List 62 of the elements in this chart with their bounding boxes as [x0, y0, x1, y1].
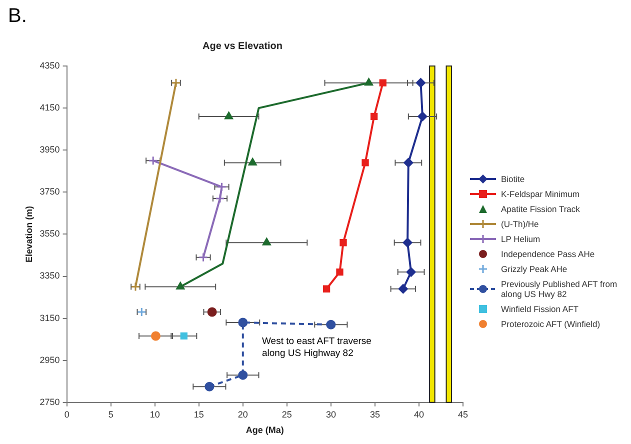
y-tick-label: 2750: [40, 396, 60, 407]
point: [404, 158, 414, 168]
y-axis-title: Elevation (m): [24, 206, 34, 262]
text: B.: [8, 4, 27, 29]
legend-label: LP Helium: [501, 234, 540, 244]
point: [248, 158, 257, 166]
legend-label: (U-Th)/He: [501, 219, 539, 229]
point: [326, 320, 336, 330]
point: [176, 282, 185, 290]
point: [418, 112, 428, 122]
legend-label: Winfield Fission AFT: [501, 304, 578, 314]
point: [379, 79, 386, 86]
y-tick-label: 2950: [40, 354, 60, 365]
y-tick-label: 3150: [40, 312, 60, 323]
point: [406, 267, 416, 277]
point: [370, 112, 378, 120]
legend-label: Grizzly Peak AHe: [501, 264, 568, 274]
point: [340, 239, 347, 246]
point: [217, 182, 227, 192]
x-tick-label: 20: [238, 409, 248, 420]
point: [402, 238, 412, 248]
chart-title: Age vs Elevation: [202, 40, 283, 52]
x-tick-label: 30: [326, 409, 336, 420]
y-tick-label: 3350: [40, 270, 60, 281]
point: [238, 318, 248, 328]
legend-label: Apatite Fission Track: [501, 204, 580, 214]
point: [336, 268, 344, 276]
y-tick-label: 3550: [40, 228, 60, 239]
point: [224, 112, 234, 120]
point: [150, 331, 160, 341]
x-tick-label: 45: [458, 409, 468, 420]
legend-label: Previously Published AFT from along US Hwy 82: [501, 279, 618, 299]
y-tick-label: 3750: [40, 186, 60, 197]
point: [180, 332, 188, 340]
x-tick-label: 5: [108, 409, 114, 420]
y-tick-label: 4150: [40, 102, 60, 113]
point: [207, 307, 217, 317]
point: [398, 284, 408, 294]
x-tick-label: 10: [150, 409, 160, 420]
x-axis-title: Age (Ma): [246, 425, 284, 436]
point: [262, 238, 271, 246]
point: [322, 285, 330, 292]
point: [148, 156, 158, 166]
y-tick-label: 3950: [40, 144, 60, 155]
legend-label: Proterozoic AFT (Winfield): [501, 319, 600, 329]
point: [362, 159, 369, 166]
legend-label: Independence Pass AHe: [501, 249, 595, 259]
point: [364, 78, 374, 86]
point: [198, 252, 208, 262]
point: [416, 78, 426, 88]
point: [204, 382, 214, 392]
legend-label: K-Feldspar Minimum: [501, 189, 580, 199]
y-tick-label: 4350: [40, 60, 60, 70]
x-tick-label: 15: [194, 409, 204, 420]
point: [215, 194, 225, 204]
x-tick-label: 0: [64, 409, 70, 420]
x-tick-label: 25: [282, 409, 292, 420]
point: [238, 370, 248, 380]
x-tick-label: 35: [370, 409, 380, 420]
annotation: West to east AFT traverse along US Highway 82: [262, 336, 372, 360]
legend-label: Biotite: [501, 174, 525, 184]
x-tick-label: 40: [414, 409, 424, 420]
